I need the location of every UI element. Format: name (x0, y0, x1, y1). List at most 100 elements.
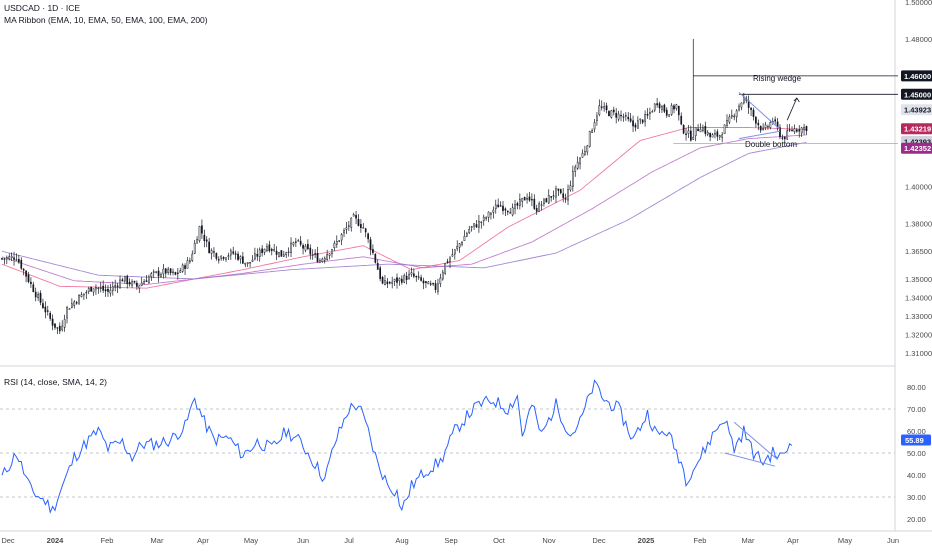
candle-body (174, 272, 177, 275)
candle-body (557, 188, 560, 191)
candle-body (242, 256, 244, 264)
candle-body (410, 272, 413, 275)
time-axis-label: Mar (742, 536, 755, 545)
time-axis-label: 2025 (638, 536, 655, 545)
candle-body (420, 277, 422, 281)
candle-body (690, 130, 692, 141)
candle-body (83, 293, 85, 296)
candle-body (213, 251, 215, 253)
time-axis-label: May (838, 536, 852, 545)
level-badge-1-46-bg (901, 70, 932, 82)
candle-body (44, 306, 47, 313)
candle-body (116, 285, 119, 287)
candle-body (34, 291, 37, 298)
candle-body (596, 115, 598, 122)
candle-body (649, 112, 651, 114)
candle-body (538, 203, 540, 212)
candle-body (608, 111, 610, 117)
candle-body (555, 188, 557, 198)
candle-body (239, 256, 242, 260)
candle-body (675, 104, 678, 109)
candle-body (58, 325, 61, 332)
candle-body (639, 118, 642, 121)
candle-body (372, 249, 374, 253)
candle-body (27, 274, 30, 283)
candle-body (121, 279, 124, 282)
level-badge-1-45: 1.45000 (904, 90, 931, 99)
candle-body (80, 294, 83, 298)
candle-body (584, 151, 586, 155)
candle-body (210, 250, 213, 254)
candle-body (644, 114, 646, 123)
candle-body (463, 236, 466, 241)
candle-body (275, 250, 278, 255)
candle-body (497, 204, 500, 208)
candle-body (30, 281, 32, 284)
candle-body (393, 278, 396, 282)
candle-body (425, 281, 427, 283)
candle-body (721, 134, 724, 138)
candle-body (323, 257, 326, 261)
candle-body (316, 252, 319, 263)
candle-body (215, 253, 218, 259)
candle-body (143, 281, 145, 285)
candle-body (805, 126, 808, 132)
candle-body (107, 288, 109, 292)
candle-body (217, 259, 220, 261)
candle-body (381, 276, 384, 284)
candle-body (446, 261, 449, 263)
candle-body (651, 111, 654, 113)
candle-body (51, 318, 54, 326)
candle-body (576, 161, 579, 169)
candle-body (136, 282, 138, 287)
candle-body (244, 262, 247, 265)
time-axis-label: 2024 (47, 536, 65, 545)
candle-body (574, 166, 577, 172)
candle-body (591, 130, 593, 133)
candle-body (475, 224, 478, 228)
candle-body (470, 226, 473, 228)
candle-body (569, 185, 572, 191)
candle-body (49, 312, 52, 319)
candle-body (232, 251, 235, 254)
candle-body (762, 127, 764, 130)
projection-arrow (786, 97, 798, 121)
candle-body (362, 227, 365, 229)
candle-body (97, 287, 100, 289)
candle-body (788, 129, 791, 131)
candle-body (494, 204, 497, 209)
rsi-line (1, 379, 793, 515)
close-price-badge-bg (901, 104, 932, 116)
time-axis-label: Mar (151, 536, 164, 545)
candle-body (326, 254, 329, 260)
ma-line-1 (1, 127, 807, 289)
candle-body (196, 238, 198, 244)
candle-body (8, 256, 11, 260)
candle-body (458, 243, 461, 248)
candle-body (119, 279, 121, 289)
candle-body (360, 224, 362, 228)
candle-body (480, 221, 483, 224)
candle-body (92, 288, 95, 293)
candle-body (767, 126, 769, 128)
candle-body (278, 251, 280, 257)
candle-body (388, 282, 391, 284)
candle-body (229, 250, 232, 256)
candle-body (145, 280, 148, 282)
candle-body (133, 280, 136, 283)
candle-body (321, 258, 324, 262)
candle-body (518, 199, 521, 206)
candle-body (487, 211, 490, 218)
candle-body (403, 275, 406, 283)
candle-body (716, 131, 719, 137)
candle-body (593, 122, 596, 130)
candle-body (319, 260, 321, 263)
time-axis-label: Apr (787, 536, 799, 545)
candle-body (369, 239, 372, 250)
candle-body (333, 242, 336, 248)
candle-body (268, 244, 271, 252)
candle-body (612, 109, 615, 113)
time-axis-label: Aug (395, 536, 408, 545)
candle-body (208, 241, 210, 254)
